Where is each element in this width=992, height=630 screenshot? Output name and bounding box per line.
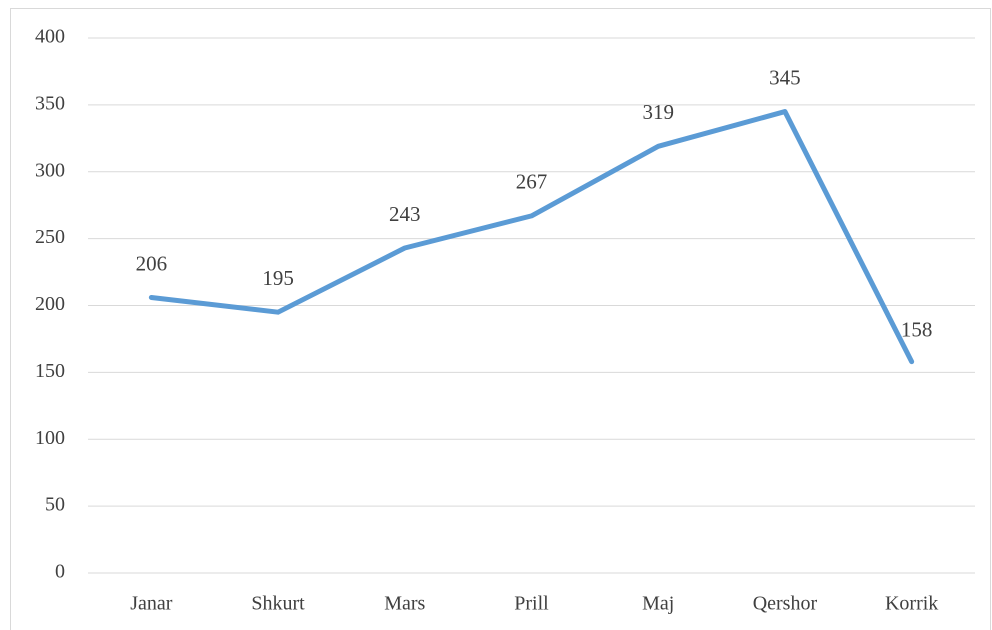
- x-tick-label: Prill: [514, 593, 549, 615]
- data-label: 345: [769, 65, 801, 89]
- x-tick-label: Mars: [384, 593, 425, 615]
- y-tick-label: 0: [55, 561, 65, 583]
- y-tick-label: 300: [35, 159, 65, 181]
- x-tick-label: Shkurt: [251, 593, 305, 615]
- x-tick-label: Korrik: [885, 593, 938, 615]
- data-label: 243: [389, 202, 421, 226]
- y-tick-label: 100: [35, 427, 65, 449]
- data-label: 195: [262, 266, 294, 290]
- data-label: 319: [642, 100, 674, 124]
- y-tick-label: 50: [45, 494, 65, 516]
- x-tick-label: Janar: [130, 593, 173, 615]
- data-label: 267: [516, 170, 548, 194]
- y-tick-label: 250: [35, 226, 65, 248]
- x-tick-label: Qershor: [753, 593, 818, 615]
- chart-border: [10, 8, 991, 630]
- data-label: 206: [136, 251, 168, 275]
- y-tick-label: 200: [35, 293, 65, 315]
- line-series: [148, 109, 915, 365]
- y-tick-label: 350: [35, 92, 65, 114]
- x-tick-label: Maj: [642, 593, 674, 615]
- y-tick-label: 400: [35, 26, 65, 48]
- data-label: 158: [901, 317, 933, 341]
- y-tick-label: 150: [35, 360, 65, 382]
